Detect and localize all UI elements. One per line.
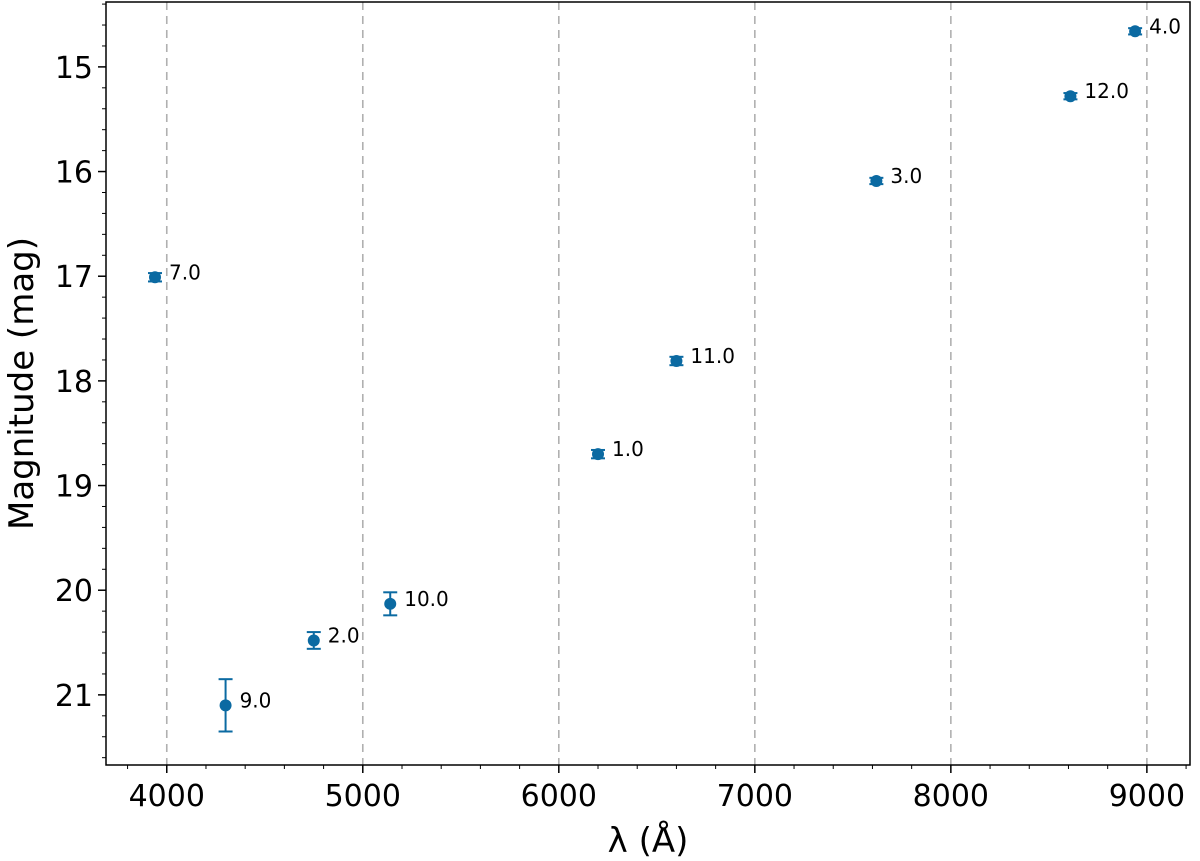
data-point [670, 354, 683, 367]
data-label: 9.0 [240, 688, 272, 712]
data-label: 3.0 [890, 164, 922, 188]
y-tick-label: 17 [55, 260, 93, 295]
data-point [149, 271, 162, 284]
y-tick-label: 16 [55, 156, 93, 191]
data-label: 7.0 [169, 260, 201, 284]
y-tick-label: 15 [55, 51, 93, 86]
data-label: 11.0 [690, 344, 735, 368]
plot-frame [105, 1, 1191, 766]
x-axis-title: λ (Å) [608, 820, 689, 861]
errorbar-layer [148, 27, 1143, 733]
y-tick-label: 21 [55, 679, 93, 714]
data-point [1064, 90, 1077, 103]
data-label: 10.0 [404, 587, 449, 611]
x-axis-ticks: 4000 5000 6000 7000 8000 9000 [127, 765, 1187, 814]
data-label: 1.0 [612, 437, 644, 461]
y-axis-title: Magnitude (mag) [2, 237, 42, 530]
point-layer [149, 25, 1142, 712]
data-point [384, 597, 397, 610]
data-label: 2.0 [328, 623, 360, 647]
x-tick-label: 7000 [717, 779, 793, 814]
data-label: 4.0 [1149, 14, 1181, 38]
data-point [219, 699, 232, 712]
data-label: 12.0 [1084, 79, 1129, 103]
point-label-layer: 7.0 9.0 2.0 10.0 1.0 11.0 3.0 12.0 4.0 [169, 14, 1181, 712]
x-tick-label: 6000 [521, 779, 597, 814]
x-tick-label: 8000 [913, 779, 989, 814]
y-tick-label: 20 [55, 574, 93, 609]
data-point [1129, 25, 1142, 38]
x-tick-label: 4000 [129, 779, 205, 814]
x-tick-label: 5000 [325, 779, 401, 814]
y-axis-ticks: 15 16 17 18 19 20 21 [55, 3, 106, 759]
y-tick-label: 18 [55, 365, 93, 400]
data-point [870, 174, 883, 187]
y-tick-label: 19 [55, 470, 93, 505]
data-point [592, 448, 605, 461]
grid-layer [165, 2, 1148, 765]
x-tick-label: 9000 [1109, 779, 1185, 814]
data-point [307, 634, 320, 647]
